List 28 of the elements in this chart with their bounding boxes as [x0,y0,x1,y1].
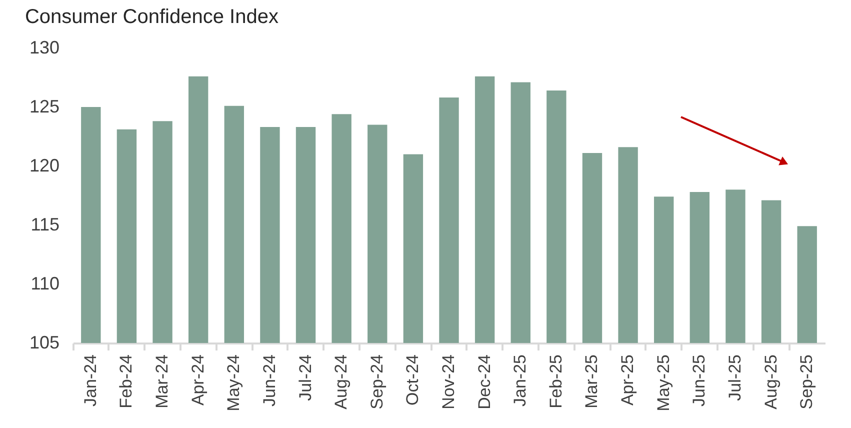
x-tick-label: Jan-24 [80,354,100,406]
x-tick-label: Aug-25 [761,354,780,410]
x-tick-label: Apr-25 [618,354,638,406]
x-tick-label: Feb-25 [546,354,566,408]
chart-title: Consumer Confidence Index [24,6,278,28]
x-tick-label: Nov-24 [439,354,458,410]
x-tick-label: Sep-25 [797,354,816,410]
x-tick-label: Dec-24 [474,354,494,410]
x-tick-label: Mar-24 [152,354,172,408]
x-tick-label: Jul-24 [296,354,315,401]
y-tick-label: 105 [29,332,60,352]
x-tick-label: Jul-25 [725,354,744,401]
x-tick-label: May-24 [224,354,244,412]
y-tick-label: 110 [30,274,60,294]
x-tick-label: Sep-24 [367,354,386,410]
x-tick-label: Jun-25 [690,354,709,406]
y-tick-label: 125 [29,96,60,116]
x-tick-label: Mar-25 [582,354,602,408]
x-tick-label: May-25 [654,354,673,412]
y-tick-label: 130 [29,38,60,58]
y-tick-label: 120 [29,156,60,176]
x-tick-label: Apr-24 [188,354,208,406]
x-tick-label: Aug-24 [332,354,351,410]
x-tick-label: Jan-25 [510,354,530,406]
x-tick-label: Feb-24 [116,354,136,408]
y-tick-label: 115 [30,214,60,234]
x-tick-label: Oct-24 [403,354,422,406]
x-tick-label: Jun-24 [260,354,279,406]
